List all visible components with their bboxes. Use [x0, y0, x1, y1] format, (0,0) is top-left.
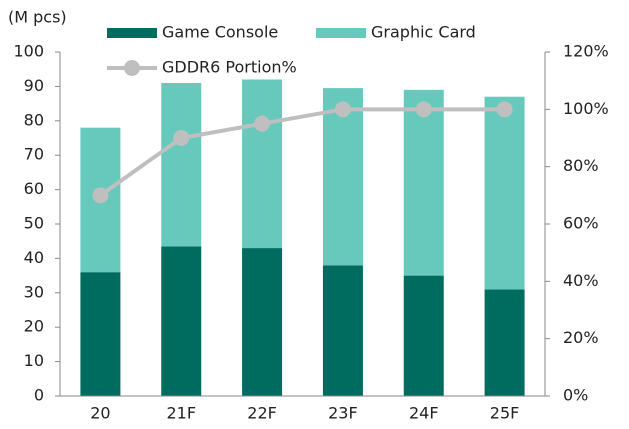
y2-tick-label: 40%: [563, 271, 599, 290]
bar: [403, 89, 444, 276]
y2-tick-label: 0%: [563, 386, 588, 405]
legend-label: Graphic Card: [371, 23, 476, 42]
y-tick-label: 50: [24, 214, 44, 233]
bar: [322, 265, 363, 396]
x-tick-label: 24F: [409, 404, 439, 423]
legend-swatch: [316, 28, 366, 38]
y2-tick-label: 100%: [563, 99, 609, 118]
x-tick-label: 21F: [166, 404, 196, 423]
y-tick-label: 30: [24, 282, 44, 301]
bar: [242, 248, 283, 396]
bar: [484, 96, 525, 290]
y2-tick-label: 60%: [563, 214, 599, 233]
y-axis-label: (M pcs): [8, 8, 67, 27]
line-marker: [415, 101, 432, 118]
bar: [484, 289, 525, 396]
x-tick-label: 20: [90, 404, 110, 423]
y-tick-label: 90: [24, 76, 44, 95]
y-tick-label: 0: [34, 386, 44, 405]
bar: [403, 275, 444, 396]
bar: [80, 272, 121, 396]
line: [99, 107, 505, 197]
y-tick-label: 40: [24, 248, 44, 267]
y-tick-label: 70: [24, 145, 44, 164]
y2-tick-label: 80%: [563, 156, 599, 175]
bar: [322, 88, 363, 266]
line-marker: [334, 101, 351, 118]
y2-tick-label: 120%: [563, 42, 609, 61]
x-tick-label: 23F: [328, 404, 358, 423]
y-tick-label: 10: [24, 351, 44, 370]
y-tick-label: 80: [24, 110, 44, 129]
line-marker: [92, 187, 109, 204]
y-tick-label: 20: [24, 317, 44, 336]
line-marker: [496, 101, 513, 118]
legend-swatch: [107, 28, 157, 38]
y-tick-label: 60: [24, 179, 44, 198]
legend-label: Game Console: [162, 23, 278, 42]
bar: [161, 246, 202, 396]
x-tick-label: 25F: [490, 404, 520, 423]
line-marker: [254, 115, 271, 132]
legend-label: GDDR6 Portion%: [162, 58, 297, 77]
y-tick-label: 100: [13, 42, 44, 61]
y2-tick-label: 20%: [563, 328, 599, 347]
bar: [242, 79, 283, 249]
x-tick-label: 22F: [247, 404, 277, 423]
bar: [161, 82, 202, 247]
legend-marker: [124, 60, 140, 76]
line-marker: [173, 130, 190, 146]
